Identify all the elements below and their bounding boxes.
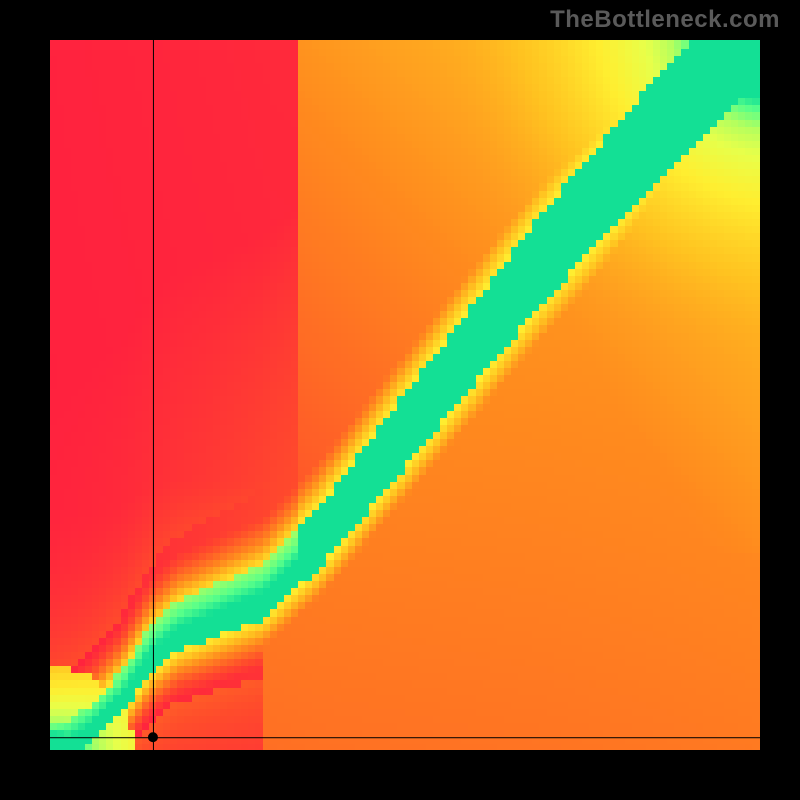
watermark-text: TheBottleneck.com [550, 6, 780, 34]
heatmap-plot [50, 40, 760, 750]
axis-overlay-canvas [50, 40, 760, 750]
